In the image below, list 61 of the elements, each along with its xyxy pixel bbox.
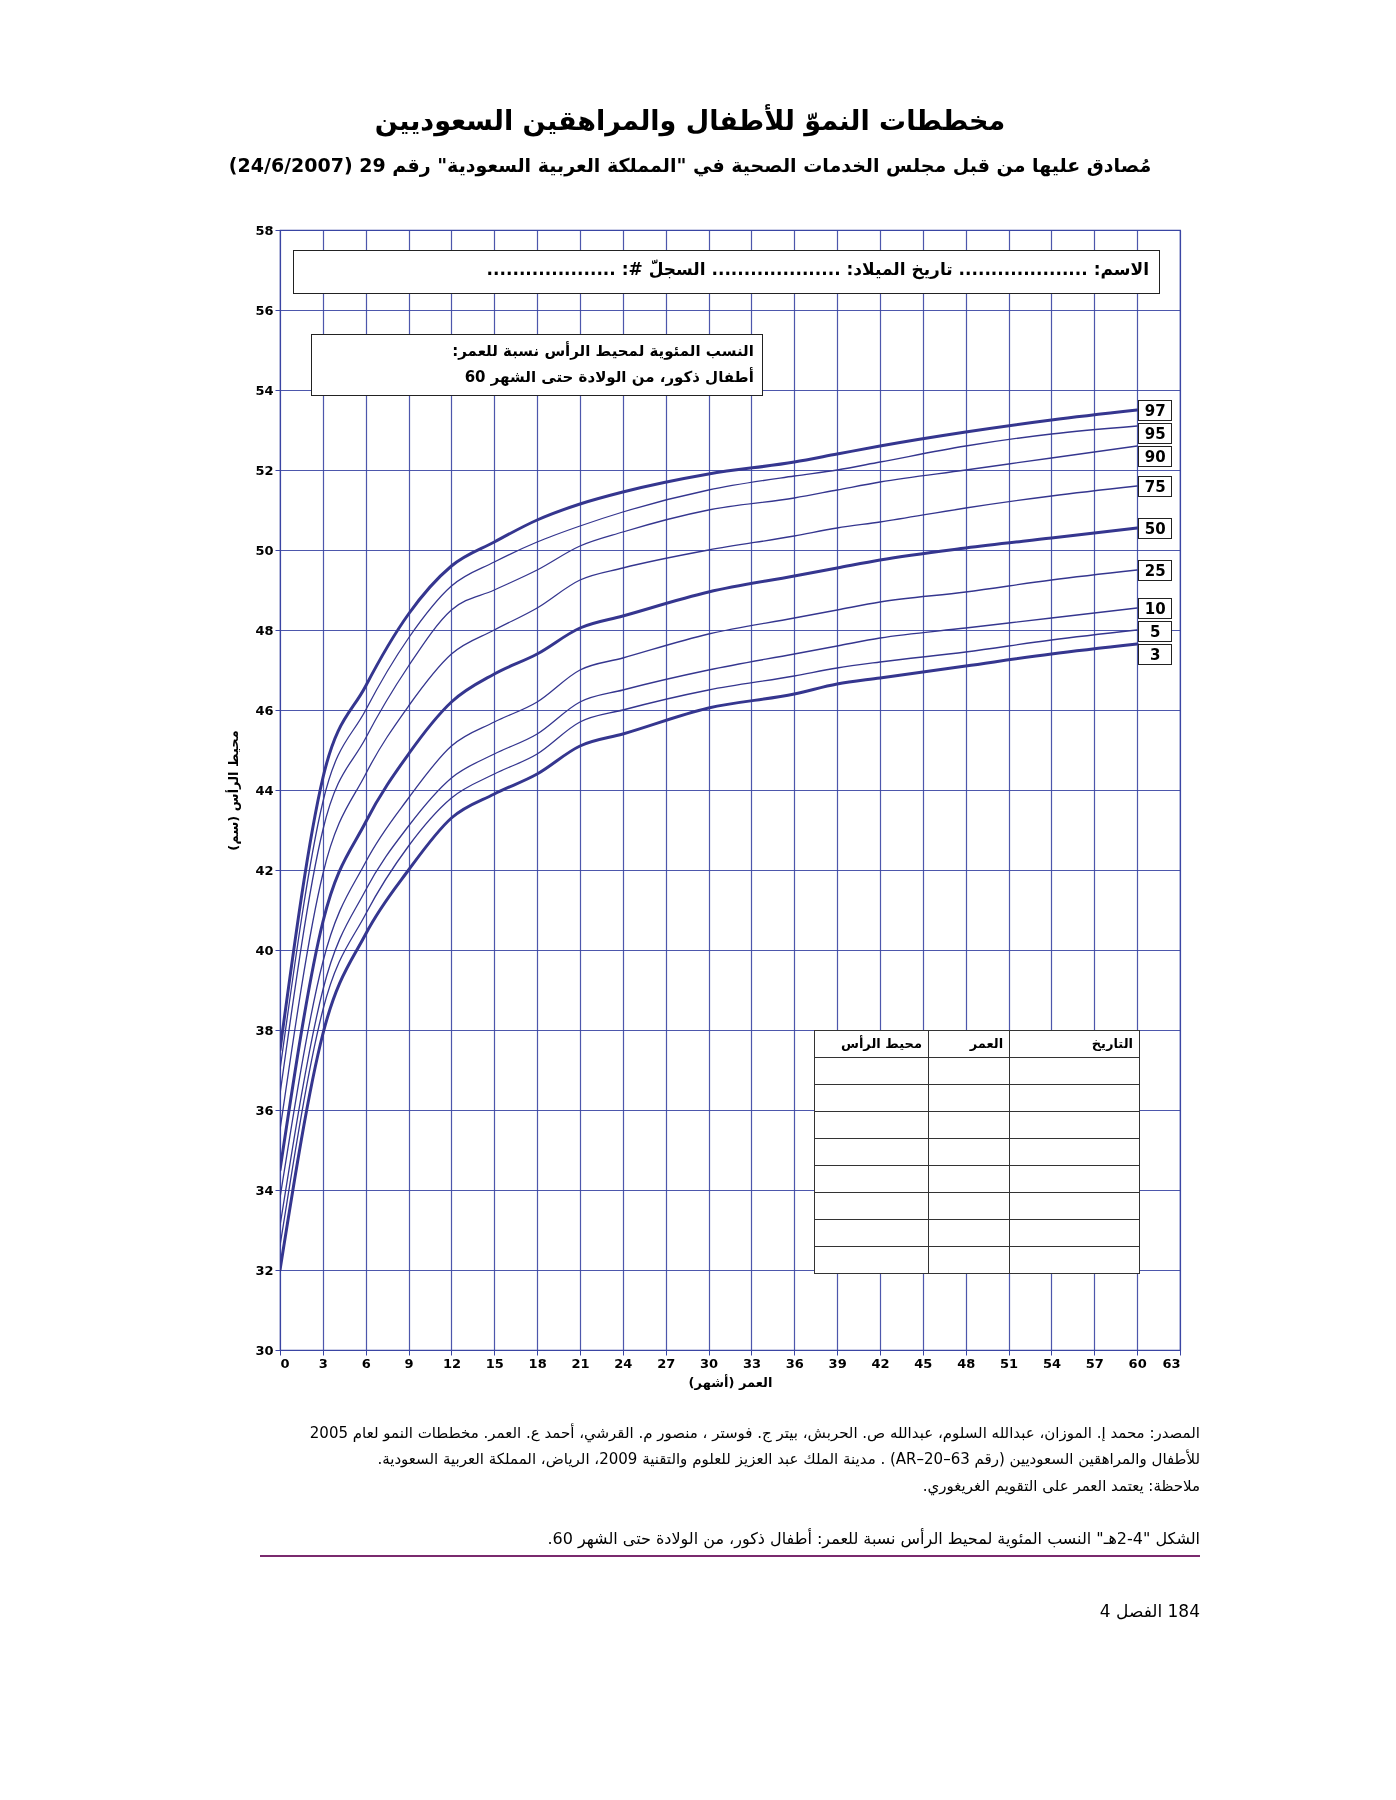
y-tick-label: 48 [255,622,274,638]
text: 184 الفصل 4 [1098,1599,1200,1623]
x-tick-label: 15 [485,1355,504,1371]
series-label: 5 [1138,620,1173,642]
y-tick-label: 36 [255,1102,274,1118]
series-label: 95 [1138,422,1173,444]
y-tick-label: 52 [255,462,274,478]
x-tick-label: 30 [700,1355,719,1371]
series-label: 50 [1138,517,1173,539]
annotation: النسب المئوية لمحيط الرأس نسبة للعمر: [451,340,754,362]
text: المصدر: محمد إ. الموزان، عبدالله السلوم، عبدالله ص. الحربش، بيتر ج. فوستر ، منصور م. القرشي، أحمد ع. العمر. مخططات النمو لعام 2005 للأطفال والمراهقين السعوديين (رقم AR–20–63) . مدينة الملك عبد العزيز للعلوم والتقنية 2009، الرياض، المملكة العربية السعودية. [308,1422,1200,1471]
x-tick-label: 27 [657,1355,676,1371]
x-tick-label: 48 [957,1355,976,1371]
y-tick-label: 42 [255,862,274,878]
x-tick-label: 39 [828,1355,847,1371]
text: الشكل "4-2هـ" النسب المئوية لمحيط الرأس نسبة للعمر: أطفال ذكور، من الولادة حتى الشهر 60. [260,1524,1200,1557]
y-tick-label: 30 [255,1342,274,1358]
series-label: 10 [1138,597,1173,619]
annotation: العمر [928,1030,1010,1058]
x-tick-label: 3 [318,1355,328,1371]
caption-box: النسب المئوية لمحيط الرأس نسبة للعمر: أطفال ذكور، من الولادة حتى الشهر 60 [311,334,763,396]
annotation: أطفال ذكور، من الولادة حتى الشهر 60 [463,366,754,389]
x-tick-label: 18 [528,1355,547,1371]
y-tick-label: 46 [255,702,274,718]
x-tick-label: 9 [404,1355,414,1371]
x-tick-label: 57 [1085,1355,1104,1371]
series-label: 25 [1138,559,1173,581]
chart-title: مخططات النموّ للأطفال والمراهقين السعوديين [373,105,1007,136]
series-label: 97 [1138,399,1173,421]
chart-subtitle: مُصادق عليها من قبل مجلس الخدمات الصحية في "المملكة العربية السعودية" رقم 29 (24/6/2007) [227,154,1153,176]
y-tick-label: 50 [255,542,274,558]
x-tick-label: 63 [1162,1355,1181,1371]
annotation: التاريخ [1009,1030,1140,1058]
y-tick-label: 34 [255,1182,274,1198]
x-tick-label: 24 [614,1355,633,1371]
series-label: 75 [1138,475,1173,497]
x-tick-label: 21 [571,1355,590,1371]
y-axis-title: محيط الرأس (سم) [225,730,242,851]
x-tick-label: 54 [1042,1355,1061,1371]
text: ملاحظة: يعتمد العمر على التقويم الغريغوري. [921,1475,1200,1498]
y-tick-label: 58 [255,222,274,238]
y-tick-label: 54 [255,382,274,398]
x-tick-label: 42 [871,1355,890,1371]
form-field: الاسم: .................... تاريخ الميلاد: .................... السجلّ #: .................... [292,250,1160,294]
series-label: 3 [1138,643,1173,665]
y-tick-label: 44 [255,782,274,798]
x-tick-label: 33 [742,1355,761,1371]
x-tick-label: 6 [361,1355,371,1371]
x-tick-label: 45 [914,1355,933,1371]
x-tick-label: 12 [442,1355,461,1371]
annotation: محيط الرأس [814,1030,929,1058]
series-label: 90 [1138,445,1173,467]
x-tick-label: 60 [1128,1355,1147,1371]
x-tick-label: 36 [785,1355,804,1371]
y-tick-label: 56 [255,302,274,318]
y-tick-label: 38 [255,1022,274,1038]
x-tick-label: 0 [280,1355,290,1371]
x-axis-title: العمر (أشهر) [688,1373,773,1390]
x-tick-label: 51 [1000,1355,1019,1371]
y-tick-label: 32 [255,1262,274,1278]
y-tick-label: 40 [255,942,274,958]
